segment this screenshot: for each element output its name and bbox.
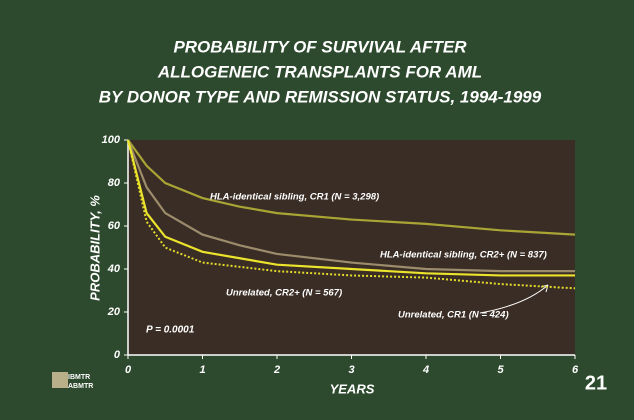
y-tick-label: 60	[108, 220, 121, 232]
x-tick-label: 6	[572, 364, 579, 376]
y-axis-label: PROBABILITY, %	[87, 195, 102, 301]
survival-curve	[127, 139, 576, 236]
x-tick-label: 1	[199, 364, 205, 376]
title-line: PROBABILITY OF SURVIVAL AFTER	[173, 37, 467, 56]
plot-area	[128, 140, 575, 355]
survival-curve	[126, 139, 575, 277]
title-line: BY DONOR TYPE AND REMISSION STATUS, 1994…	[99, 87, 542, 106]
page-number: 21	[585, 372, 607, 394]
p-value: P = 0.0001	[146, 325, 195, 336]
logo-icon	[52, 372, 68, 388]
y-tick-label: 40	[107, 263, 121, 275]
series-label: Unrelated, CR2+ (N = 567)	[226, 288, 342, 299]
y-tick-label: 0	[114, 349, 121, 361]
x-tick-label: 0	[125, 364, 132, 376]
series-label: HLA-identical sibling, CR2+ (N = 837)	[380, 250, 547, 261]
series-label: HLA-identical sibling, CR1 (N = 3,298)	[210, 192, 379, 203]
x-tick-label: 2	[273, 364, 280, 376]
logo-text: IBMTR	[68, 374, 90, 381]
title-line: ALLOGENEIC TRANSPLANTS FOR AML	[157, 62, 482, 81]
x-tick-label: 5	[497, 364, 504, 376]
series-label: Unrelated, CR1 (N = 424)	[398, 310, 509, 321]
survival-curve	[126, 139, 575, 273]
y-tick-label: 80	[108, 177, 121, 189]
logo-text: ABMTR	[68, 383, 93, 390]
x-tick-label: 3	[348, 364, 354, 376]
survival-curve	[127, 139, 576, 290]
annotation-arrow	[479, 284, 549, 314]
y-tick-label: 100	[102, 134, 121, 146]
x-axis-label: YEARS	[330, 381, 375, 396]
x-tick-label: 4	[422, 364, 429, 376]
y-tick-label: 20	[107, 306, 121, 318]
